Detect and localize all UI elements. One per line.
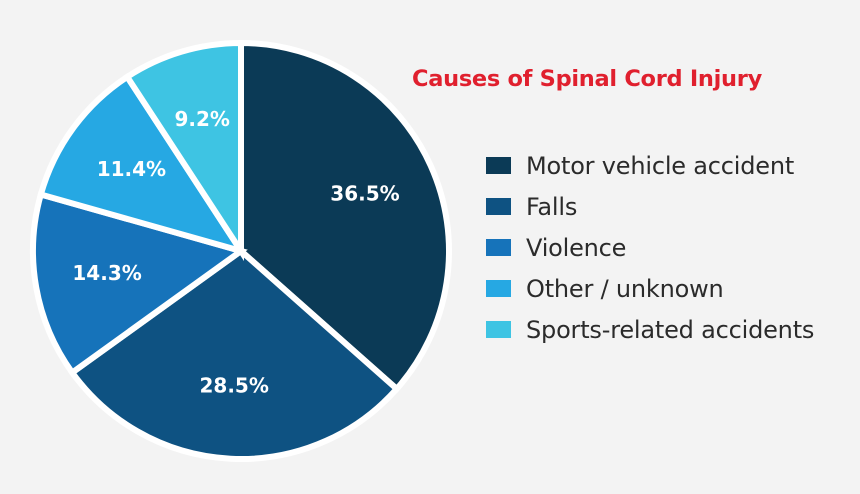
pie-slice-3 bbox=[37, 72, 248, 257]
legend-swatch-1 bbox=[486, 198, 511, 215]
legend-item-0: Motor vehicle accident bbox=[486, 145, 814, 186]
slice-value-label-1: 28.5% bbox=[200, 373, 269, 397]
slice-value-label-2: 14.3% bbox=[72, 261, 141, 285]
legend-swatch-0 bbox=[486, 157, 511, 174]
slice-value-label-4: 9.2% bbox=[174, 107, 229, 131]
legend-label-4: Sports-related accidents bbox=[526, 315, 815, 344]
legend-label-1: Falls bbox=[526, 192, 578, 221]
legend-item-4: Sports-related accidents bbox=[486, 309, 814, 350]
legend-swatch-4 bbox=[486, 321, 511, 338]
legend: Motor vehicle accident Falls Violence Other… bbox=[486, 145, 814, 350]
legend-item-3: Other / unknown bbox=[486, 268, 814, 309]
legend-item-1: Falls bbox=[486, 186, 814, 227]
pie-slice-1 bbox=[68, 247, 401, 462]
chart-title: Causes of Spinal Cord Injury bbox=[412, 66, 762, 92]
legend-swatch-3 bbox=[486, 280, 511, 297]
pie-slice-0 bbox=[238, 39, 452, 394]
slice-value-label-0: 36.5% bbox=[330, 182, 399, 206]
legend-label-3: Other / unknown bbox=[526, 274, 724, 303]
legend-label-0: Motor vehicle accident bbox=[526, 151, 795, 180]
legend-item-2: Violence bbox=[486, 227, 814, 268]
pie-slice-4 bbox=[123, 39, 244, 262]
legend-swatch-2 bbox=[486, 239, 511, 256]
slice-value-label-3: 11.4% bbox=[97, 157, 166, 181]
legend-label-2: Violence bbox=[526, 233, 627, 262]
